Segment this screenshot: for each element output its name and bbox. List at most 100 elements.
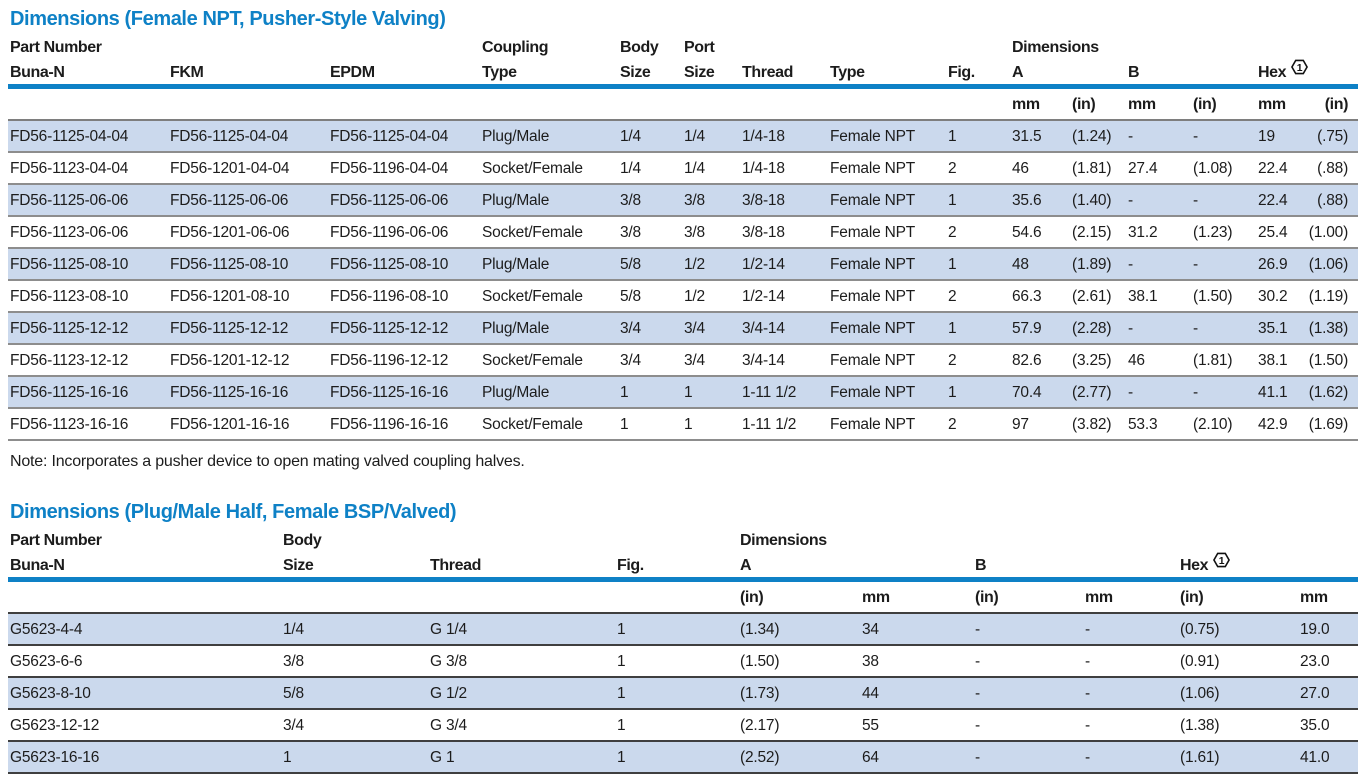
table-cell: 31.2 [1126, 216, 1192, 249]
table-cell: 19.0 [1298, 613, 1359, 646]
table-cell: 1/4 [618, 152, 683, 185]
table-cell: 1 [946, 248, 1011, 281]
col-header-port-size: Size [682, 59, 741, 89]
table-cell: 97 [1010, 408, 1071, 441]
table-cell: Female NPT [828, 280, 947, 313]
table-cell: Plug/Male [480, 184, 619, 217]
table-cell: FD56-1125-04-04 [168, 120, 328, 153]
table-cell: 2 [946, 408, 1011, 441]
table-cell: 70.4 [1010, 376, 1071, 409]
table-cell: - [1191, 376, 1257, 409]
table-cell: FD56-1196-06-06 [328, 216, 481, 249]
table-cell: Female NPT [828, 216, 947, 249]
table-cell: 2 [946, 344, 1011, 377]
table-cell: 1/2-14 [740, 280, 829, 313]
npt-table-body: FD56-1125-04-04 FD56-1125-04-04 FD56-1125-… [8, 120, 1359, 441]
table-cell: FD56-1201-06-06 [168, 216, 328, 249]
table-cell: 41.0 [1298, 741, 1359, 774]
header-row-2: Buna-N Size Thread Fig. A B Hex 1 [8, 552, 1359, 582]
table-cell: (1.81) [1191, 344, 1257, 377]
table-cell: - [1191, 312, 1257, 345]
table-cell: (0.75) [1178, 613, 1299, 646]
table-cell: 2 [946, 216, 1011, 249]
table-cell: 1 [615, 741, 738, 774]
table-cell: FD56-1123-08-10 [8, 280, 168, 313]
table-row: FD56-1123-16-16 FD56-1201-16-16 FD56-1196-… [8, 408, 1359, 441]
table-cell: - [1126, 312, 1192, 345]
unit-b-mm: mm [1126, 86, 1192, 121]
table-cell: 1/4-18 [740, 152, 829, 185]
table-cell: - [973, 677, 1084, 710]
table-cell: FD56-1196-04-04 [328, 152, 481, 185]
table-cell: FD56-1125-12-12 [8, 312, 168, 345]
table-row: G5623-16-16 1 G 1 1 (2.52) 64- - (1.61) 41.0 [8, 741, 1359, 774]
unit-b-mm: mm [1083, 579, 1179, 614]
table-cell: FD56-1125-08-10 [8, 248, 168, 281]
table-cell: - [1191, 120, 1257, 153]
table-cell: (1.69) [1302, 408, 1359, 441]
hex-note-1-icon: 1 [1291, 59, 1309, 80]
table-cell: (1.23) [1191, 216, 1257, 249]
table-cell: FD56-1123-06-06 [8, 216, 168, 249]
table-cell: (2.10) [1191, 408, 1257, 441]
table-row: FD56-1125-12-12 FD56-1125-12-12 FD56-1125-… [8, 312, 1359, 345]
table-cell: 1 [946, 120, 1011, 153]
table-cell: 23.0 [1298, 645, 1359, 678]
table-cell: 3/8 [281, 645, 428, 678]
table-cell: 53.3 [1126, 408, 1192, 441]
table-cell: Plug/Male [480, 312, 619, 345]
section-title-npt: Dimensions (Female NPT, Pusher-Style Val… [10, 8, 446, 30]
col-header-epdm: EPDM [328, 59, 481, 89]
bsp-units-row-group: (in) mm (in) mm (in) mm [8, 579, 1359, 614]
table-cell: FD56-1125-16-16 [8, 376, 168, 409]
table-row: FD56-1125-16-16 FD56-1125-16-16 FD56-1125-… [8, 376, 1359, 409]
table-cell: 22.4 [1256, 184, 1303, 217]
table-cell: FD56-1123-16-16 [8, 408, 168, 441]
col-header-buna-n: Buna-N [8, 552, 281, 582]
table-cell: 1 [946, 184, 1011, 217]
hex-note-1-icon: 1 [1213, 552, 1231, 573]
table-cell: Female NPT [828, 312, 947, 345]
col-header-hex: Hex 1 [1178, 552, 1359, 582]
table-cell: (0.91) [1178, 645, 1299, 678]
table-cell: (1.61) [1178, 741, 1299, 774]
table-cell: 1/4 [682, 152, 741, 185]
table-cell: Female NPT [828, 408, 947, 441]
table-cell: 30.2 [1256, 280, 1303, 313]
col-header-port: Port [684, 39, 715, 56]
table-cell: 1/2 [682, 280, 741, 313]
table-cell: 1/4 [618, 120, 683, 153]
bsp-table-body: G5623-4-4 1/4 G 1/4 1 (1.34) 34- - (0.75) 19.0 G5… [8, 613, 1359, 774]
table-cell: 3/8 [618, 216, 683, 249]
col-header-thread: Thread [740, 59, 829, 89]
table-cell: 27.0 [1298, 677, 1359, 710]
section-title-bsp: Dimensions (Plug/Male Half, Female BSP/V… [10, 501, 457, 523]
table-cell: (2.77) [1070, 376, 1127, 409]
col-header-dimensions: Dimensions [740, 532, 827, 549]
table-cell: 1/2-14 [740, 248, 829, 281]
col-header-coupling: Coupling [482, 39, 549, 56]
npt-dimensions-table: Part Number Coupling Body Port Dimension… [8, 38, 1359, 441]
table-cell: FD56-1123-12-12 [8, 344, 168, 377]
table-cell: 46 [1010, 152, 1071, 185]
table-cell: - [1126, 376, 1192, 409]
unit-a-in: (in) [1070, 86, 1127, 121]
table-cell: - [1191, 184, 1257, 217]
table-cell: 1/4 [682, 120, 741, 153]
npt-units-row-group: mm (in) mm (in) mm (in) [8, 86, 1359, 121]
col-header-dim-b: B [1126, 59, 1257, 89]
table-cell: FD56-1125-08-10 [328, 248, 481, 281]
unit-b-in: (in) [1191, 86, 1257, 121]
table-cell: (1.24) [1070, 120, 1127, 153]
table-row: G5623-6-6 3/8 G 3/8 1 (1.50) 38- - (0.91) 23.0 [8, 645, 1359, 678]
table-cell: (.88) [1302, 152, 1359, 185]
table-cell: Plug/Male [480, 376, 619, 409]
table-cell: 1 [281, 741, 428, 774]
table-cell: (2.15) [1070, 216, 1127, 249]
table-cell: Plug/Male [480, 248, 619, 281]
table-cell: 55 [860, 709, 974, 742]
table-cell: G5623-12-12 [8, 709, 281, 742]
table-cell: (1.50) [1302, 344, 1359, 377]
table-cell: (.75) [1302, 120, 1359, 153]
table-cell: 19 [1256, 120, 1303, 153]
